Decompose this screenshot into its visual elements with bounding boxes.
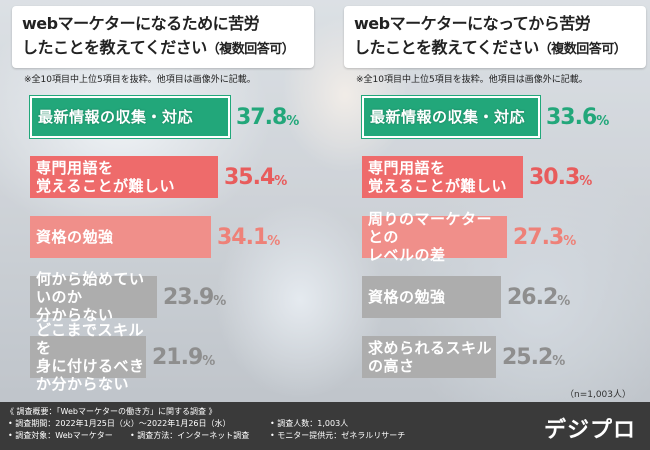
survey-provider: • モニター提供元：ゼネラルリサーチ — [270, 431, 406, 440]
chart-left-bar-1-value-unit: % — [286, 113, 300, 129]
chart-left-bar-4-value: 23.9% — [163, 276, 226, 318]
chart-left-bar-4-label-line-2: 分からない — [36, 306, 114, 324]
chart-right-title-suffix: （複数回答可） — [538, 42, 627, 57]
chart-right-bar-1-label: 最新情報の収集・対応 — [370, 108, 525, 126]
chart-right-bar-3: 周りのマーケターとの レベルの差 — [362, 210, 507, 264]
chart-left-bar-5: どこまでスキルを 身に付けるべきか分からない — [30, 321, 146, 393]
survey-footer: 《 調査概要：「Webマーケターの働き方」に関する調査 》 • 調査期間：202… — [0, 402, 650, 450]
chart-left-bar-4-label-line-1: 何から始めていいのか — [36, 270, 145, 306]
survey-people: • 調査人数：1,003人 — [270, 419, 349, 428]
chart-right-bar-5: 求められるスキルの高さ — [362, 336, 496, 378]
chart-right-bar-5-value: 25.2% — [502, 336, 565, 378]
chart-right-bar-5-value-number: 25.2 — [502, 344, 553, 370]
chart-left-bar-5-value: 21.9% — [152, 336, 215, 378]
survey-period: • 調査期間：2022年1月25日（火）～2022年1月26日（水） — [8, 419, 231, 428]
chart-left-bar-2-label-line-1: 専門用語を — [36, 159, 114, 177]
chart-left-bar-2: 専門用語を 覚えることが難しい — [30, 156, 218, 198]
chart-right-bar-4: 資格の勉強 — [362, 276, 501, 318]
chart-left-bar-2-value-unit: % — [274, 173, 288, 189]
chart-left-bar-3: 資格の勉強 — [30, 216, 211, 258]
chart-right-bar-2-value: 30.3% — [529, 156, 592, 198]
chart-left-bar-5-value-number: 21.9 — [152, 344, 203, 370]
chart-right-bar-3-label-line-1: 周りのマーケターとの — [368, 210, 493, 246]
chart-left-bar-4: 何から始めていいのか 分からない — [30, 270, 157, 324]
chart-right-bar-3-label-line-2: レベルの差 — [368, 246, 446, 264]
chart-right-bar-3-value-unit: % — [563, 233, 577, 249]
chart-right-bar-1-label-line-1: 最新情報の収集・対応 — [370, 108, 526, 126]
survey-heading: 《 調査概要：「Webマーケターの働き方」に関する調査 》 — [6, 407, 217, 416]
chart-right-bar-4-value: 26.2% — [507, 276, 570, 318]
chart-left-bar-1-label: 最新情報の収集・対応 — [38, 108, 193, 126]
chart-right-bar-1-value-number: 33.6 — [546, 104, 597, 130]
chart-left-bar-3-value-number: 34.1 — [217, 224, 268, 250]
chart-left-bar-4-value-unit: % — [213, 293, 227, 309]
chart-left-bar-1-value-number: 37.8 — [236, 104, 287, 130]
chart-left-bar-2-value: 35.4% — [224, 156, 287, 198]
chart-left-bar-4-value-number: 23.9 — [163, 284, 214, 310]
chart-left-bar-5-label-line-1: どこまでスキルを — [36, 321, 145, 357]
chart-right: webマーケターになってから苦労 したことを教えてください（複数回答可） ※全1… — [336, 6, 650, 402]
chart-right-bar-2-label: 専門用語を 覚えることが難しい — [368, 159, 507, 195]
chart-left-bar-3-value-unit: % — [267, 233, 281, 249]
chart-left-bar-5-label-line-2: 身に付けるべきか分からない — [36, 357, 145, 393]
chart-right-bar-5-value-unit: % — [552, 353, 566, 369]
chart-left-bar-3-value: 34.1% — [217, 216, 280, 258]
chart-left-bar-2-value-number: 35.4 — [224, 164, 275, 190]
survey-target: • 調査対象：Webマーケター — [8, 431, 113, 440]
chart-left-bar-4-label: 何から始めていいのか 分からない — [36, 270, 157, 324]
chart-right-bar-1: 最新情報の収集・対応 — [362, 96, 540, 138]
chart-left-bar-5-value-unit: % — [202, 353, 216, 369]
chart-left-bar-5-label: どこまでスキルを 身に付けるべきか分からない — [36, 321, 146, 393]
chart-right-bar-5-label-line-1: 求められるスキルの高さ — [368, 339, 493, 375]
chart-left-title-line-1: webマーケターになるために苦労 — [22, 14, 260, 33]
chart-left-bar-1-value: 37.8% — [236, 96, 299, 138]
chart-right-bar-2-label-line-1: 専門用語を — [368, 159, 446, 177]
chart-left-bar-3-label: 資格の勉強 — [36, 228, 114, 246]
chart-right-title: webマーケターになってから苦労 したことを教えてください（複数回答可） — [344, 6, 646, 68]
chart-left-bar-2-label: 専門用語を 覚えることが難しい — [36, 159, 175, 195]
chart-right-bar-5-label: 求められるスキルの高さ — [368, 339, 496, 375]
chart-right-bar-3-value: 27.3% — [513, 216, 576, 258]
chart-right-bar-1-value: 33.6% — [546, 96, 609, 138]
chart-right-bar-2-label-line-2: 覚えることが難しい — [368, 177, 508, 195]
chart-left-title-line-2: したことを教えてください（複数回答可） — [22, 36, 304, 62]
chart-left-title: webマーケターになるために苦労 したことを教えてください（複数回答可） — [12, 6, 314, 68]
chart-right-bar-4-value-number: 26.2 — [507, 284, 558, 310]
chart-left-bar-1: 最新情報の収集・対応 — [30, 96, 230, 138]
chart-right-bar-4-value-unit: % — [557, 293, 571, 309]
chart-right-bar-1-value-unit: % — [596, 113, 610, 129]
chart-left: webマーケターになるために苦労 したことを教えてください（複数回答可） ※全1… — [4, 6, 321, 402]
chart-right-bar-2: 専門用語を 覚えることが難しい — [362, 156, 523, 198]
chart-right-bar-2-value-unit: % — [579, 173, 593, 189]
chart-right-title-line-2: したことを教えてください（複数回答可） — [354, 36, 636, 62]
chart-right-title-line-1: webマーケターになってから苦労 — [354, 14, 591, 33]
chart-right-title-line-2-text: したことを教えてください — [354, 38, 539, 57]
chart-right-bar-2-value-number: 30.3 — [529, 164, 580, 190]
brand-logo: デジプロ — [543, 418, 636, 443]
chart-left-bar-1-label-line-1: 最新情報の収集・対応 — [38, 108, 194, 126]
chart-right-bar-3-label: 周りのマーケターとの レベルの差 — [368, 210, 507, 264]
chart-left-title-line-2-text: したことを教えてください — [22, 38, 207, 57]
chart-left-bar-3-label-line-1: 資格の勉強 — [36, 228, 114, 246]
survey-method: • 調査方法：インターネット調査 — [130, 431, 250, 440]
chart-right-bar-3-value-number: 27.3 — [513, 224, 564, 250]
chart-left-title-suffix: （複数回答可） — [206, 42, 295, 57]
sample-size-label: （n=1,003人） — [564, 390, 631, 400]
chart-right-bar-4-label: 資格の勉強 — [368, 288, 446, 306]
chart-left-bar-2-label-line-2: 覚えることが難しい — [36, 177, 176, 195]
chart-left-note: ※全10項目中上位5項目を抜粋。他項目は画像外に記載。 — [24, 75, 256, 85]
chart-right-note: ※全10項目中上位5項目を抜粋。他項目は画像外に記載。 — [356, 75, 588, 85]
chart-right-bar-4-label-line-1: 資格の勉強 — [368, 288, 446, 306]
